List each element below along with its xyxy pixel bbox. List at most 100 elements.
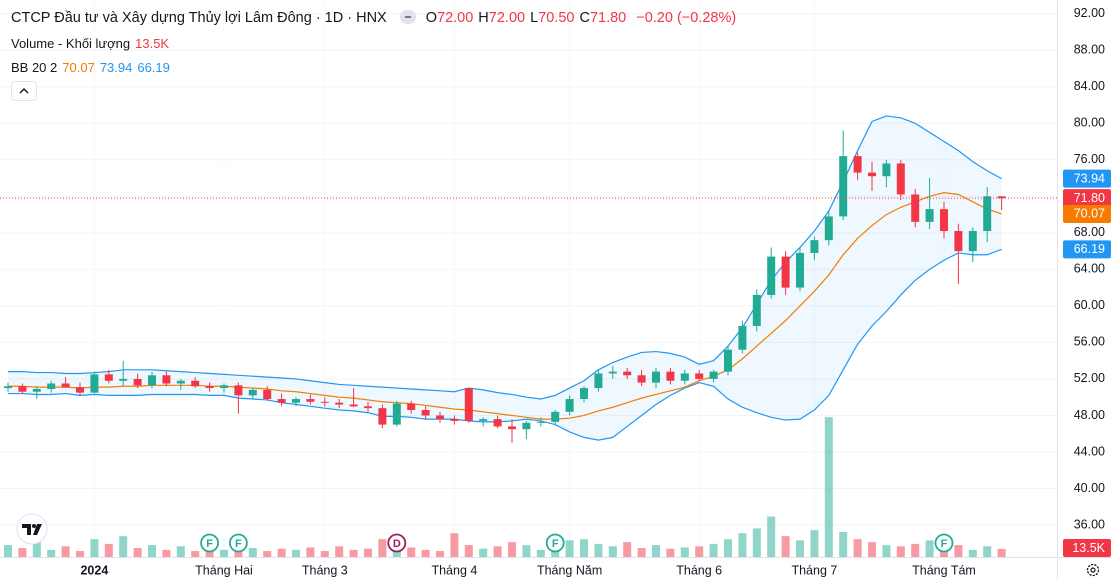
- volume-bar: [32, 542, 41, 557]
- candle-body: [695, 373, 704, 379]
- volume-bar: [767, 516, 776, 557]
- candle-body: [320, 401, 329, 403]
- candle-body: [464, 388, 473, 421]
- candle-body: [234, 385, 243, 396]
- candle-body: [277, 399, 286, 403]
- candle-body: [32, 388, 41, 392]
- price-badge: [1063, 189, 1111, 208]
- candle-body: [637, 375, 646, 383]
- candle-body: [436, 415, 444, 420]
- price-badge: [1063, 240, 1111, 259]
- event-label: F: [552, 538, 559, 550]
- volume-bar: [47, 549, 56, 557]
- candle-body: [205, 386, 214, 389]
- volume-bar: [983, 546, 992, 557]
- candle-body: [220, 385, 228, 389]
- candle-body: [292, 399, 300, 403]
- candle-body: [580, 388, 588, 400]
- candle-body: [493, 419, 502, 427]
- ohlc-value: 71.80: [589, 10, 627, 26]
- candle-body: [479, 419, 488, 421]
- x-tick-label: Tháng 6: [676, 563, 722, 577]
- legend-main: CTCP Đầu tư và Xây dựng Thủy lợi Lâm Đôn…: [11, 10, 741, 26]
- candle-body: [61, 383, 70, 388]
- volume-bar: [868, 542, 876, 557]
- volume-bar: [839, 532, 848, 557]
- ohlc-key: O: [425, 10, 437, 26]
- candle-body: [551, 411, 560, 422]
- candle-body: [954, 231, 963, 252]
- volume-bar: [997, 548, 1006, 557]
- volume-bar: [695, 546, 704, 557]
- volume-bar: [608, 546, 617, 557]
- volume-bar: [637, 548, 646, 557]
- bb-basis: 70.07: [62, 60, 95, 75]
- volume-bar: [594, 543, 603, 557]
- candle-body: [47, 383, 56, 389]
- candle-body: [76, 387, 84, 393]
- volume-bar: [925, 540, 934, 557]
- candle-body: [349, 404, 358, 407]
- price-badge-label: 73.94: [1074, 171, 1105, 185]
- candle-body: [522, 422, 531, 430]
- settings-button[interactable]: [1086, 563, 1100, 577]
- candle-body: [810, 240, 819, 253]
- y-tick-label: 56.00: [1074, 335, 1105, 349]
- legend-volume: Volume - Khối lượng 13.5K: [11, 36, 174, 51]
- symbol-title: CTCP Đầu tư và Xây dựng Thủy lợi Lâm Đôn…: [11, 10, 387, 26]
- candle-body: [752, 294, 761, 326]
- event-label: F: [206, 538, 213, 550]
- candle-body: [90, 374, 99, 393]
- ohlc-item: C71.80: [579, 10, 626, 26]
- volume-bar: [104, 543, 113, 557]
- volume-bar: [580, 539, 588, 557]
- candle-body: [781, 256, 790, 288]
- x-tick-label: Tháng Tám: [912, 563, 976, 577]
- price-badge: [1063, 204, 1111, 223]
- gear-inner: [1090, 567, 1096, 573]
- candle-body: [925, 209, 934, 222]
- volume-bar: [263, 551, 272, 557]
- candle-body: [709, 371, 718, 379]
- ohlc-key: L: [530, 10, 539, 26]
- volume-bar: [796, 540, 804, 557]
- volume-bar: [781, 536, 790, 557]
- candle-body: [18, 386, 27, 392]
- logo-dot: [32, 524, 36, 528]
- candle-body: [335, 402, 344, 405]
- ohlc-key: C: [579, 10, 590, 26]
- y-tick-label: 64.00: [1074, 262, 1105, 276]
- bb-lower-line: [8, 248, 1002, 441]
- y-tick-label: 36.00: [1074, 517, 1105, 531]
- x-tick-label: Tháng 4: [431, 563, 477, 577]
- candle-body: [176, 380, 185, 384]
- event-marker: [934, 533, 954, 553]
- tradingview-logo: [16, 513, 48, 545]
- ohlc: O72.00 H72.00 L70.50 C71.80: [426, 10, 632, 26]
- collapse-button[interactable]: [11, 81, 37, 101]
- volume-label: Volume - Khối lượng: [11, 36, 131, 51]
- x-tick-label: Tháng Năm: [537, 563, 602, 577]
- volume-bar: [90, 539, 99, 557]
- volume-bar: [896, 546, 905, 557]
- volume-bar: [76, 551, 84, 557]
- volume-bar: [724, 539, 732, 557]
- candle-body: [896, 163, 905, 195]
- hide-button[interactable]: [399, 10, 416, 24]
- logo-bg: [16, 513, 48, 545]
- volume-bar: [119, 536, 128, 557]
- candle-body: [133, 378, 142, 386]
- volume-bar: [61, 546, 70, 557]
- x-tick-label: Tháng Hai: [195, 563, 253, 577]
- volume-bar: [205, 548, 214, 557]
- volume-bar: [493, 546, 502, 557]
- y-tick-label: 60.00: [1074, 298, 1105, 312]
- logo-mark: [22, 524, 42, 535]
- ohlc-item: H72.00: [478, 10, 525, 26]
- y-tick-label: 48.00: [1074, 408, 1105, 422]
- volume-bar: [479, 548, 488, 557]
- event-marker: [387, 533, 407, 553]
- volume-bar: [176, 546, 185, 557]
- candle-body: [378, 408, 387, 425]
